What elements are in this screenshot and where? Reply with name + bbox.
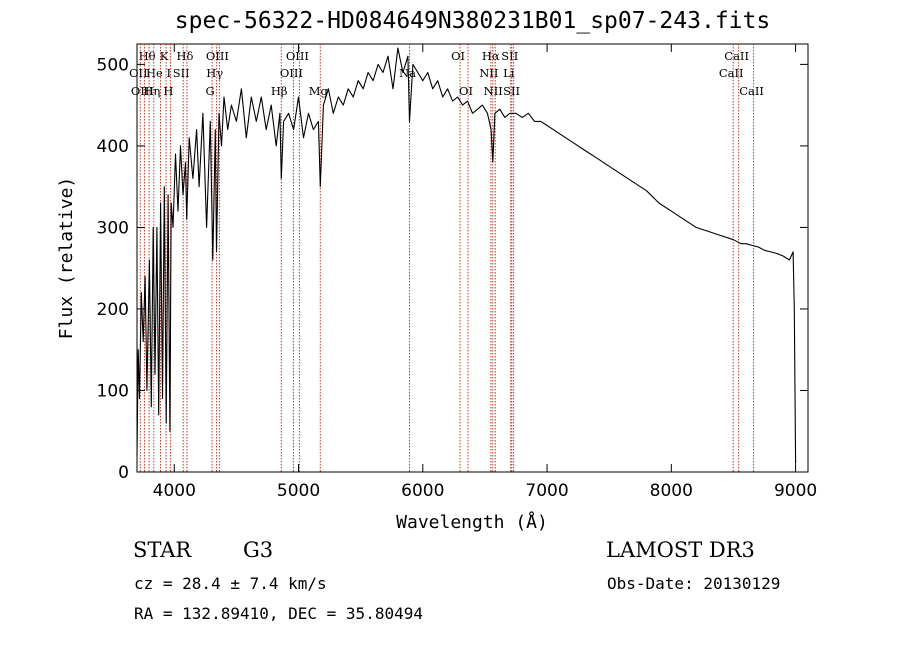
x-axis-label: Wavelength (Å) bbox=[396, 511, 548, 533]
x-tick-label: 5000 bbox=[277, 481, 320, 501]
spectral-line-label: He I bbox=[146, 66, 171, 80]
spectral-line-label: Hδ bbox=[176, 49, 193, 63]
y-axis-label: Flux (relative) bbox=[56, 177, 77, 340]
obs-date: Obs-Date: 20130129 bbox=[607, 574, 781, 593]
x-tick-label: 7000 bbox=[525, 481, 568, 501]
series-line bbox=[136, 47, 797, 464]
x-tick-label: 9000 bbox=[774, 481, 817, 501]
spectral-line-label: G bbox=[205, 84, 214, 98]
spectral-line-label: OIII bbox=[280, 66, 303, 80]
object-class: STAR bbox=[133, 538, 192, 562]
redshift-text: cz = 28.4 ± 7.4 km/s bbox=[134, 574, 327, 593]
spectral-line-label: OI bbox=[451, 49, 465, 63]
spectral-line-label: CaII bbox=[724, 49, 749, 63]
spectral-line-label: K bbox=[160, 49, 169, 63]
spectral-line-label: Hα bbox=[482, 49, 500, 63]
spectral-line-label: OII bbox=[129, 66, 148, 80]
spectral-line-label: Hβ bbox=[271, 84, 288, 98]
axis-ticks: 4000 5000 6000 7000 8000 9000 0 100 200 300 400 500 bbox=[97, 44, 817, 501]
y-tick-label: 300 bbox=[97, 218, 129, 238]
spectral-line-label: Hθ bbox=[139, 49, 156, 63]
y-tick-label: 500 bbox=[97, 55, 129, 75]
survey-name: LAMOST DR3 bbox=[606, 538, 755, 562]
spectral-line-label: Hη bbox=[143, 84, 160, 98]
spectral-line-label: Li bbox=[503, 66, 515, 80]
spectral-line-label: OIII bbox=[206, 49, 229, 63]
spectral-line-label: SII bbox=[501, 49, 518, 63]
plot-frame bbox=[136, 43, 809, 473]
spectral-line-label: OIII bbox=[131, 84, 154, 98]
y-tick-label: 200 bbox=[97, 300, 129, 320]
chart-title: spec-56322-HD084649N380231B01_sp07-243.f… bbox=[174, 8, 771, 34]
object-subclass: G3 bbox=[243, 538, 274, 562]
y-tick-label: 0 bbox=[118, 463, 129, 483]
ra-dec: RA = 132.89410, DEC = 35.80494 bbox=[134, 604, 423, 623]
x-tick-label: 8000 bbox=[650, 481, 693, 501]
spectral-line-label: NII bbox=[484, 84, 503, 98]
spectral-line-label: OI bbox=[459, 84, 473, 98]
spectral-line-label: CaII bbox=[719, 66, 744, 80]
spectral-line-label: SII bbox=[503, 84, 520, 98]
spectral-line-label: Hγ bbox=[206, 66, 223, 80]
y-tick-label: 400 bbox=[97, 137, 129, 157]
spectral-line-label: CaII bbox=[739, 84, 764, 98]
spectral-line-label: Mg bbox=[309, 84, 329, 98]
x-tick-label: 6000 bbox=[401, 481, 444, 501]
spectral-line-label: NII bbox=[479, 66, 498, 80]
x-tick-label: 4000 bbox=[153, 481, 196, 501]
y-tick-label: 100 bbox=[97, 381, 129, 401]
spectral-line-label: SII bbox=[173, 66, 190, 80]
spectrum-series bbox=[136, 47, 797, 464]
spectral-line-label: OIII bbox=[286, 49, 309, 63]
spectral-line-label: H bbox=[163, 84, 173, 98]
